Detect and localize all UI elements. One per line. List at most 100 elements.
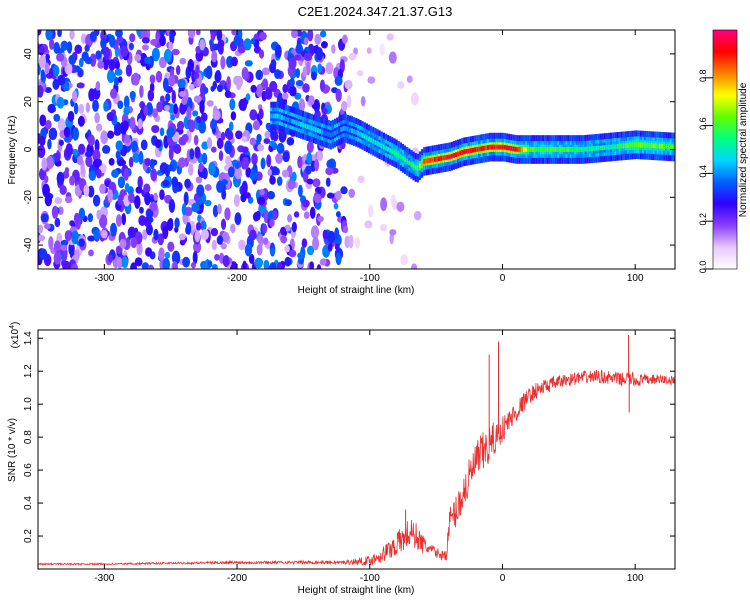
- heat-cell: [170, 114, 176, 121]
- heat-cell: [356, 70, 364, 77]
- heat-cell: [404, 157, 407, 163]
- heat-cell: [220, 131, 226, 141]
- heat-cell: [95, 81, 101, 91]
- heat-cell: [340, 186, 348, 195]
- spectrogram-y-tick-label: -20: [23, 190, 34, 205]
- heat-cell: [214, 70, 222, 83]
- heat-cell: [311, 71, 317, 81]
- heat-cell: [145, 208, 154, 218]
- heat-cell: [45, 120, 52, 130]
- heat-cell: [535, 147, 538, 152]
- heat-cell: [138, 150, 144, 165]
- heat-cell: [595, 145, 598, 151]
- snr-plot-area: [38, 330, 675, 569]
- heat-cell: [282, 115, 286, 121]
- colorbar-frame: [712, 29, 738, 270]
- heat-cell: [478, 146, 481, 152]
- heat-cell: [182, 256, 191, 268]
- heat-cell: [184, 178, 191, 189]
- heat-cell: [266, 154, 272, 168]
- heat-cell: [144, 157, 151, 167]
- heat-cell: [196, 116, 202, 124]
- heat-cell: [142, 44, 149, 51]
- heat-cell: [124, 182, 130, 193]
- heat-cell: [274, 69, 282, 80]
- heat-cell: [103, 100, 109, 112]
- heat-cell: [238, 239, 246, 251]
- heat-cell: [295, 80, 304, 87]
- heat-cell: [139, 206, 144, 214]
- heat-cell: [372, 138, 375, 144]
- heat-cell: [556, 147, 560, 152]
- heat-cell: [71, 263, 78, 269]
- heat-cell: [639, 142, 642, 148]
- heat-cell: [304, 123, 307, 129]
- spectrogram-x-tick-label: -100: [360, 273, 380, 284]
- heat-cell: [237, 45, 246, 54]
- heat-cell: [135, 186, 143, 194]
- heat-cell: [78, 207, 86, 221]
- heat-cell: [149, 158, 155, 170]
- heat-cell: [546, 147, 549, 152]
- heat-cell: [196, 184, 205, 198]
- heat-cell: [656, 143, 659, 149]
- heat-cell: [314, 33, 322, 45]
- heat-cell: [38, 224, 44, 234]
- snr-y-tick-label: 1.0: [23, 397, 34, 411]
- heat-cell: [69, 220, 75, 227]
- heat-cell: [217, 39, 225, 49]
- heat-cell: [370, 137, 373, 143]
- heat-cell: [252, 120, 261, 131]
- heat-cell: [96, 168, 102, 179]
- heat-cell: [144, 56, 152, 65]
- heat-cell: [38, 84, 44, 98]
- heat-cell: [95, 50, 102, 60]
- heat-cell: [109, 35, 116, 48]
- heat-cell: [228, 121, 234, 132]
- heat-cell: [365, 135, 368, 141]
- heat-cell: [459, 150, 462, 156]
- heat-cell: [38, 46, 45, 56]
- heat-cell: [431, 157, 434, 163]
- heat-cell: [233, 34, 242, 46]
- heat-cell: [186, 106, 192, 121]
- heat-cell: [550, 147, 553, 152]
- heat-cell: [321, 40, 328, 49]
- heat-cell: [379, 43, 385, 57]
- heat-cell: [49, 127, 58, 141]
- heat-cell: [340, 127, 343, 132]
- snr-frame: [37, 329, 676, 570]
- heat-cell: [326, 192, 335, 199]
- heat-cell: [542, 147, 545, 152]
- heat-cell: [121, 212, 127, 226]
- heat-cell: [258, 108, 264, 120]
- heat-cell: [115, 150, 121, 160]
- heat-cell: [264, 88, 273, 100]
- heat-cell: [319, 79, 326, 92]
- heat-cell: [132, 72, 140, 86]
- heat-cell: [250, 38, 256, 45]
- heat-cell: [270, 59, 277, 69]
- heat-cell: [234, 162, 240, 169]
- heat-cell: [281, 169, 290, 178]
- heat-cell: [188, 119, 196, 133]
- heat-cell: [348, 188, 356, 199]
- snr-line: [38, 369, 675, 567]
- heat-cell: [580, 147, 583, 152]
- heat-cell: [316, 128, 320, 133]
- heat-cell: [364, 220, 373, 229]
- heat-cell: [166, 127, 175, 138]
- heat-cell: [624, 143, 628, 149]
- heat-cell: [234, 167, 242, 180]
- heat-cell: [295, 43, 303, 55]
- heat-cell: [510, 146, 513, 151]
- heat-cell: [120, 45, 129, 58]
- heat-cell: [100, 229, 108, 239]
- heat-cell: [106, 111, 115, 122]
- heat-cell: [100, 38, 107, 49]
- heat-cell: [217, 203, 222, 215]
- heat-cell: [137, 176, 143, 189]
- spectrogram-x-tick-label: 100: [627, 273, 644, 284]
- heat-cell: [56, 171, 65, 185]
- heat-cell: [106, 69, 115, 83]
